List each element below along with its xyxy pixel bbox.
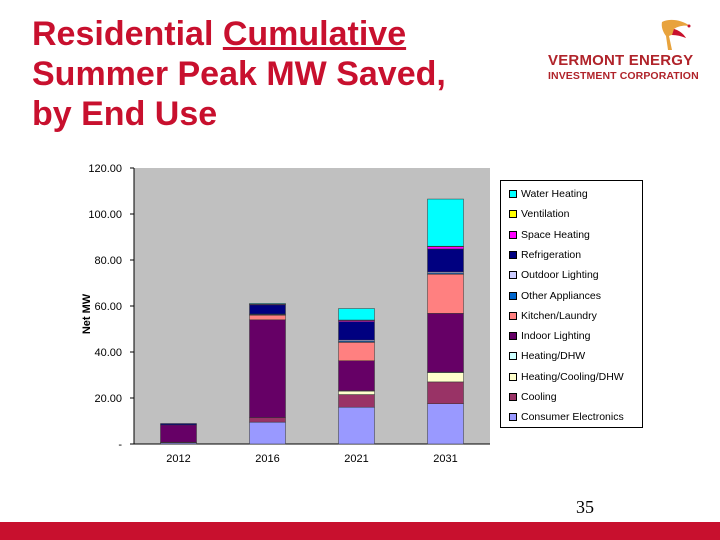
legend-swatch	[509, 190, 517, 198]
bar-segment	[427, 198, 464, 247]
legend-label: Heating/DHW	[521, 350, 586, 363]
bar-segment	[249, 421, 286, 445]
legend-label: Cooling	[521, 391, 557, 403]
bar-segment	[338, 342, 375, 361]
chart-legend: Water Heating Ventilation Space Heating Ref…	[500, 180, 643, 428]
legend-label: Refrigeration	[521, 248, 582, 261]
bar-segment	[427, 248, 464, 273]
bar-segment	[249, 417, 286, 423]
bar-segment	[249, 304, 286, 315]
slide-number: 35	[576, 497, 594, 517]
y-tick-label: 60.00	[94, 301, 122, 313]
legend-label: Indoor Lighting	[521, 330, 591, 343]
legend-item: Ventilation	[509, 207, 569, 221]
bar-segment	[249, 303, 286, 305]
bar-segment	[338, 308, 375, 321]
legend-label: Consumer Electronics	[521, 411, 624, 424]
title-part-2: Summer Peak MW Saved, by End Use	[32, 55, 446, 133]
bar-segment	[338, 394, 375, 408]
bar-segment	[427, 403, 464, 445]
bar-segment	[427, 381, 464, 404]
x-tick-label: 2021	[344, 453, 368, 465]
legend-swatch	[509, 393, 517, 401]
bar-segment	[338, 406, 375, 445]
legend-item: Refrigeration	[509, 248, 581, 262]
legend-item: Other Appliances	[509, 289, 601, 303]
bar-segment	[160, 423, 197, 426]
legend-label: Outdoor Lighting	[521, 269, 599, 282]
logo-bird-icon	[661, 19, 691, 50]
slide-title: Residential Cumulative Summer Peak MW Sav…	[32, 14, 492, 134]
legend-item: Space Heating	[509, 228, 590, 242]
legend-swatch	[509, 250, 517, 259]
legend-label: Water Heating	[521, 188, 588, 200]
bar-segment	[338, 321, 375, 341]
legend-swatch	[509, 311, 517, 320]
title-underlined-word: Cumulative	[222, 15, 407, 53]
bottom-accent-bar	[0, 522, 720, 540]
bar-segment	[160, 424, 197, 443]
x-tick-label: 2012	[166, 453, 190, 465]
y-tick-label: 80.00	[94, 255, 122, 267]
legend-swatch	[509, 230, 517, 239]
legend-swatch	[509, 210, 517, 219]
bar-segment	[338, 360, 375, 391]
legend-swatch	[509, 271, 517, 280]
chart-frame: - 20.00 40.00 60.00 80.00 100.00 120.00 Net MW 2…	[68, 152, 498, 470]
x-tick-label: 2031	[433, 453, 457, 465]
legend-label: Kitchen/Laundry	[521, 309, 597, 322]
legend-swatch	[509, 372, 517, 381]
legend-swatch	[509, 413, 517, 422]
legend-label: Heating/Cooling/DHW	[521, 370, 624, 383]
legend-item: Consumer Electronics	[509, 410, 624, 424]
legend-label: Space Heating	[521, 228, 590, 241]
bar-segment	[427, 274, 464, 314]
legend-item: Indoor Lighting	[509, 329, 590, 343]
bar-segment	[427, 372, 464, 383]
legend-item: Outdoor Lighting	[509, 268, 599, 282]
bar-segment	[427, 313, 464, 373]
legend-item: Heating/DHW	[509, 349, 585, 363]
y-tick-label: 100.00	[88, 209, 122, 221]
legend-swatch	[509, 291, 517, 300]
y-tick-label: 120.00	[88, 163, 122, 175]
logo-line-1: VERMONT ENERGY	[548, 52, 694, 69]
stacked-bar-chart: - 20.00 40.00 60.00 80.00 100.00 120.00 Net MW 2…	[81, 163, 490, 465]
y-axis-title: Net MW	[81, 293, 93, 334]
legend-item: Heating/Cooling/DHW	[509, 370, 624, 384]
y-tick-label: 40.00	[94, 347, 122, 359]
legend-item: Water Heating	[509, 187, 588, 201]
title-part-1: Residential	[32, 15, 223, 53]
y-tick-label: -	[118, 439, 122, 451]
legend-swatch	[509, 332, 517, 341]
legend-label: Ventilation	[521, 208, 570, 221]
vermont-energy-logo: VERMONT ENERGY INVESTMENT CORPORATION	[548, 19, 699, 82]
bar-segment	[249, 314, 286, 321]
bar-segment	[338, 390, 375, 395]
legend-item: Cooling	[509, 390, 557, 404]
bar-segment	[427, 246, 464, 250]
logo-line-2: INVESTMENT CORPORATION	[548, 70, 699, 82]
x-tick-label: 2016	[255, 453, 279, 465]
legend-swatch	[509, 352, 517, 361]
y-tick-label: 20.00	[94, 393, 122, 405]
legend-item: Kitchen/Laundry	[509, 309, 597, 323]
legend-label: Other Appliances	[521, 289, 601, 302]
bar-segment	[249, 319, 286, 418]
